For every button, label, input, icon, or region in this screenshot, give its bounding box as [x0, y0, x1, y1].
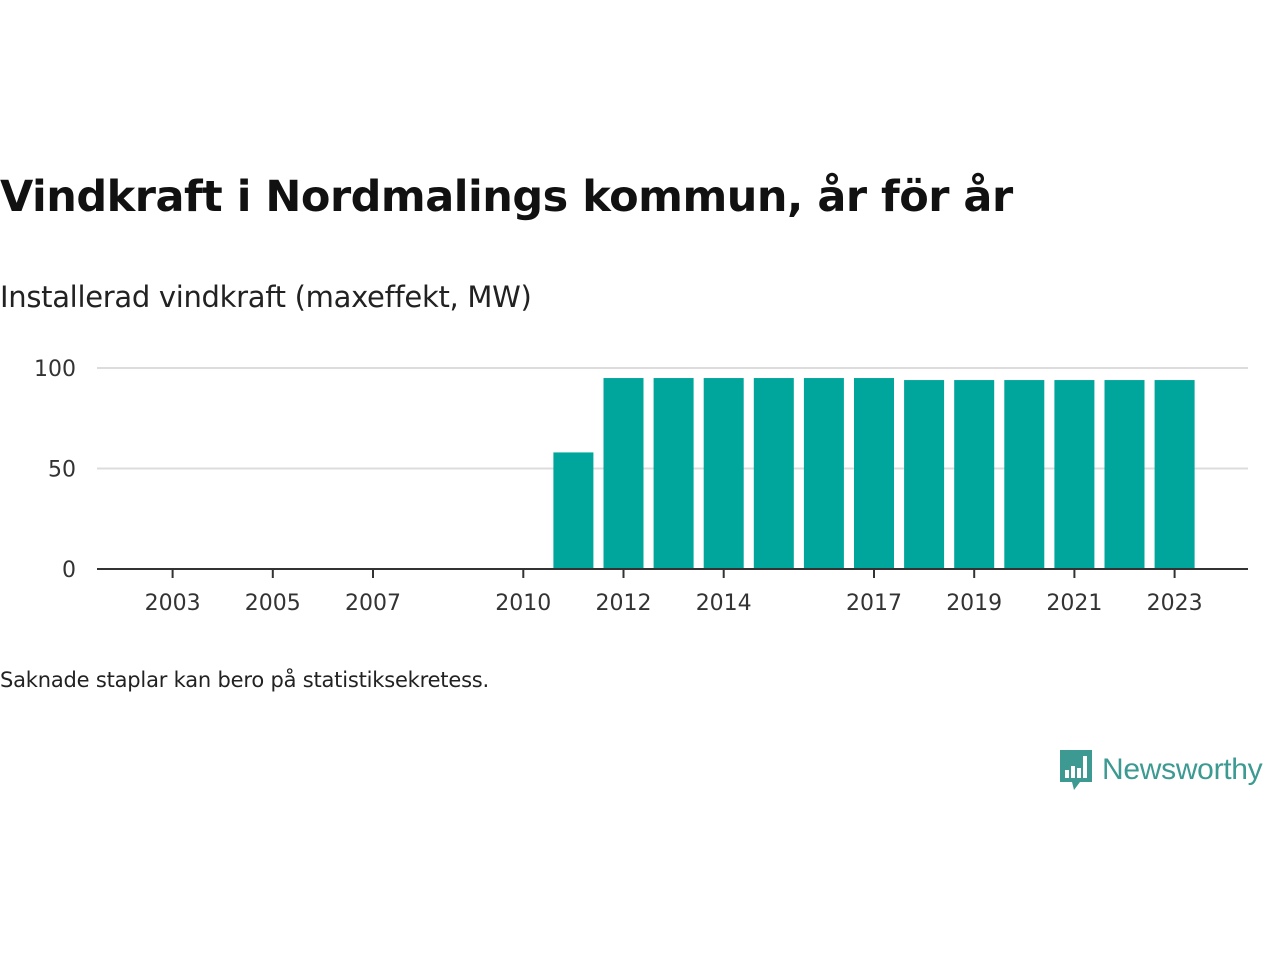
chart-subtitle: Installerad vindkraft (maxeffekt, MW) [0, 280, 532, 314]
bar-2021 [1054, 380, 1095, 569]
bar-2019 [954, 380, 995, 569]
bar-2015 [753, 378, 794, 569]
y-tick-label-50: 50 [48, 458, 76, 483]
x-tick-label-2012: 2012 [596, 591, 652, 616]
bar-2017 [854, 378, 894, 569]
x-tick-label-2019: 2019 [946, 591, 1002, 616]
chart-title: Vindkraft i Nordmalings kommun, år för å… [0, 172, 1013, 222]
footnote: Saknade staplar kan bero på statistiksek… [0, 668, 490, 692]
bar-2012 [603, 378, 644, 569]
x-tick-label-2014: 2014 [696, 591, 752, 616]
bar-2013 [653, 378, 694, 569]
newsworthy-logo[interactable]: Newsworthy [1058, 748, 1263, 792]
x-tick-label-2005: 2005 [245, 591, 301, 616]
x-tick-label-2017: 2017 [846, 591, 902, 616]
bar-2022 [1104, 380, 1145, 569]
bar-2020 [1004, 380, 1045, 569]
bar-2023 [1154, 380, 1195, 569]
y-tick-label-0: 0 [62, 558, 76, 583]
bar-2014 [703, 378, 744, 569]
y-tick-label-100: 100 [34, 357, 76, 382]
x-tick-label-2003: 2003 [145, 591, 201, 616]
x-tick-label-2007: 2007 [345, 591, 401, 616]
bar-2018 [904, 380, 945, 569]
x-tick-label-2023: 2023 [1147, 591, 1203, 616]
bar-2011 [553, 452, 594, 569]
x-tick-label-2010: 2010 [495, 591, 551, 616]
bar-chart-bubble-icon [1060, 750, 1092, 790]
bar-chart: 0 50 100 2003 2005 2007 2010 2012 2014 2017 2019 20… [34, 357, 1248, 616]
brand-name: Newsworthy [1102, 753, 1263, 786]
bar-2016 [803, 378, 844, 569]
x-tick-label-2021: 2021 [1046, 591, 1102, 616]
